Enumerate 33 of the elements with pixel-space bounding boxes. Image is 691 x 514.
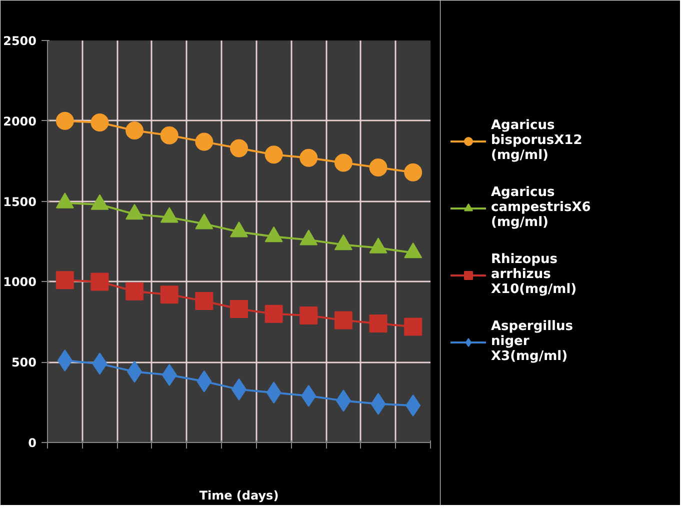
- y-tick-label: 2000: [3, 114, 37, 128]
- point: [230, 300, 248, 318]
- point: [195, 132, 214, 151]
- legend-label: Rhizopus arrhizus X10(mg/ml): [491, 252, 577, 297]
- point: [369, 158, 388, 177]
- point: [369, 314, 388, 333]
- x-axis-title: Time (days): [199, 488, 279, 502]
- point: [56, 112, 74, 130]
- y-tick-label: 1000: [3, 275, 37, 290]
- point: [334, 311, 352, 330]
- point: [334, 154, 352, 172]
- point: [300, 306, 318, 324]
- point: [160, 286, 178, 304]
- point: [90, 272, 109, 291]
- legend-label: Agaricus bisporusX12 (mg/ml): [491, 118, 582, 163]
- point: [56, 271, 74, 290]
- point: [126, 282, 144, 300]
- y-tick-label: 2500: [3, 34, 37, 48]
- y-tick-label: 500: [11, 356, 37, 370]
- legend-label: Aspergillus niger X3(mg/ml): [491, 319, 573, 364]
- y-tick-label: 1500: [3, 194, 37, 209]
- legend-label: Agaricus campestrisX6 (mg/ml): [491, 185, 591, 230]
- point: [160, 126, 178, 144]
- y-tick-label: 0: [28, 436, 37, 450]
- point: [230, 139, 248, 158]
- point: [300, 148, 318, 167]
- point: [264, 146, 283, 164]
- point: [404, 163, 422, 182]
- point: [404, 318, 422, 336]
- point: [126, 122, 144, 140]
- point: [264, 304, 283, 323]
- point: [195, 292, 214, 310]
- point: [90, 114, 109, 132]
